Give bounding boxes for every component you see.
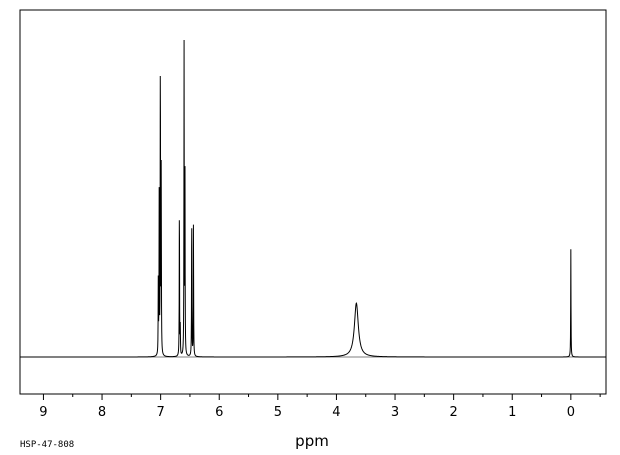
x-tick-label: 2 xyxy=(449,405,457,420)
x-tick-label: 5 xyxy=(274,405,282,420)
spectrum-trace xyxy=(20,39,606,358)
x-axis-tick-labels: 9 8 7 6 5 4 3 2 1 0 xyxy=(39,405,575,420)
x-tick-label: 4 xyxy=(332,405,340,420)
x-tick-label: 0 xyxy=(567,405,575,420)
x-tick-label: 7 xyxy=(156,405,164,420)
x-tick-label: 6 xyxy=(215,405,223,420)
plot-frame xyxy=(19,9,607,395)
x-axis-ticks xyxy=(42,394,601,400)
spectrum-code-label: HSP-47-808 xyxy=(20,440,74,450)
x-tick-label: 1 xyxy=(508,405,516,420)
x-tick-label: 3 xyxy=(391,405,399,420)
x-tick-label: 9 xyxy=(39,405,47,420)
x-tick-label: 8 xyxy=(98,405,106,420)
x-axis-label: ppm xyxy=(295,432,329,450)
